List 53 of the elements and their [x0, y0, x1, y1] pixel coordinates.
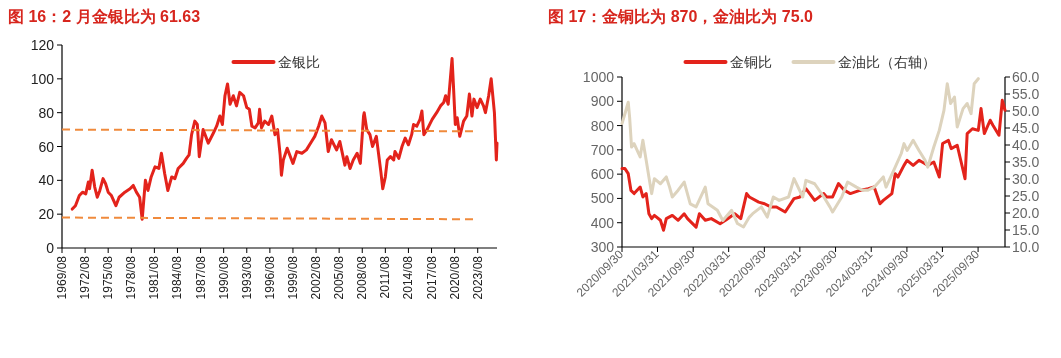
x-tick-label: 2005/08	[332, 255, 347, 300]
x-tick-label: 1984/08	[170, 255, 185, 300]
x-tick-label: 1975/08	[101, 255, 116, 300]
y-tick-label: 700	[590, 141, 615, 158]
x-tick-label: 1969/08	[55, 255, 69, 300]
y-tick-label: 80	[38, 104, 55, 121]
x-tick-label: 1987/08	[193, 255, 208, 300]
legend-label: 金铜比	[729, 54, 772, 70]
x-tick-label: 2014/08	[401, 255, 416, 300]
y-tick-label: 600	[590, 166, 615, 183]
x-tick-label: 2008/08	[355, 255, 370, 300]
y-tick-label: 20	[38, 206, 55, 223]
chart-title: 图 17：金铜比为 870，金油比为 75.0	[548, 8, 814, 25]
y2-tick-label: 10.0	[1012, 239, 1040, 255]
x-tick-label: 1972/08	[78, 255, 93, 300]
x-tick-label: 2017/08	[424, 255, 439, 300]
line-series	[620, 98, 1007, 232]
x-tick-label: 1999/08	[285, 255, 300, 300]
y2-tick-label: 45.0	[1012, 120, 1040, 136]
y2-tick-label: 50.0	[1012, 103, 1040, 119]
y2-tick-label: 25.0	[1012, 188, 1040, 204]
y-tick-label: 60	[38, 138, 55, 155]
y-tick-label: 40	[38, 172, 55, 189]
y2-tick-label: 30.0	[1012, 171, 1040, 187]
x-tick-label: 1981/08	[147, 255, 162, 300]
y-tick-label: 120	[30, 37, 55, 53]
x-tick-label: 1993/08	[239, 255, 254, 300]
legend-label: 金油比（右轴）	[837, 54, 936, 70]
y-tick-label: 300	[590, 239, 615, 255]
y2-tick-label: 15.0	[1012, 222, 1040, 238]
line-series	[620, 77, 980, 229]
y-tick-label: 1000	[582, 69, 615, 85]
y2-tick-label: 20.0	[1012, 205, 1040, 221]
y2-tick-label: 40.0	[1012, 137, 1040, 153]
y2-tick-label: 60.0	[1012, 69, 1040, 85]
y2-tick-label: 35.0	[1012, 154, 1040, 170]
y-tick-label: 500	[590, 190, 615, 207]
x-tick-label: 1996/08	[262, 255, 277, 300]
y-tick-label: 0	[46, 240, 55, 256]
x-tick-label: 2011/08	[378, 255, 393, 299]
legend-label: 金银比	[277, 54, 320, 70]
line-series	[70, 57, 499, 221]
y-tick-label: 900	[590, 93, 615, 110]
x-tick-label: 2023/08	[470, 255, 485, 300]
x-tick-label: 1990/08	[216, 255, 231, 300]
y-tick-label: 100	[30, 70, 55, 87]
x-tick-label: 1978/08	[124, 255, 139, 300]
y-tick-label: 800	[590, 117, 615, 134]
x-tick-label: 2002/08	[309, 255, 324, 300]
y-tick-label: 400	[590, 214, 615, 231]
y2-tick-label: 55.0	[1012, 86, 1040, 102]
x-tick-label: 2020/08	[447, 255, 462, 300]
chart-title: 图 16：2 月金银比为 61.63	[8, 8, 201, 25]
